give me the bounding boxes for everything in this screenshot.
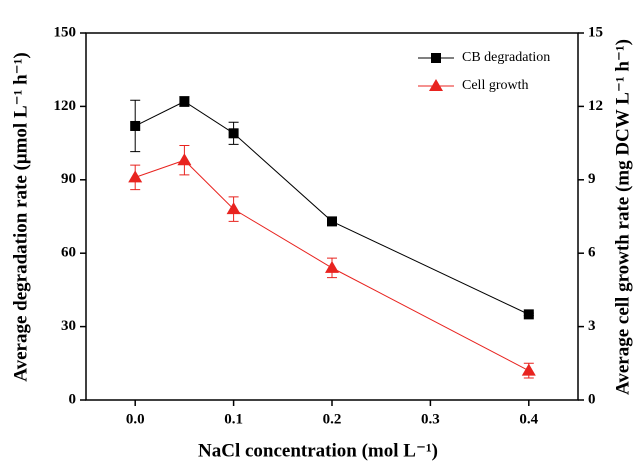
- marker: [327, 216, 337, 227]
- marker: [521, 363, 536, 376]
- legend-marker: [429, 79, 443, 91]
- legend-label: CB degradation: [462, 50, 550, 65]
- y2-tick-label: 6: [588, 245, 596, 261]
- y-tick-label: 120: [54, 98, 77, 114]
- marker: [228, 128, 239, 139]
- y2-tick-label: 0: [588, 391, 596, 407]
- series-line: [134, 100, 530, 315]
- x-tick-label: 0.4: [519, 411, 538, 427]
- y2-tick-label: 9: [588, 171, 596, 187]
- marker: [226, 202, 241, 215]
- y-tick-label: 30: [61, 318, 76, 334]
- y-tick-label: 90: [61, 171, 76, 187]
- marker: [325, 260, 339, 273]
- marker: [128, 170, 143, 183]
- legend-marker: [431, 53, 441, 63]
- y-tick-label: 60: [61, 245, 76, 261]
- y2-axis-label: Average cell growth rate (mg DCW L⁻¹ h⁻¹…: [612, 39, 633, 395]
- x-tick-label: 0.2: [323, 411, 342, 427]
- y2-tick-label: 12: [588, 98, 603, 114]
- x-axis-label: NaCl concentration (mol L⁻¹): [198, 440, 438, 461]
- legend-label: Cell growth: [462, 78, 529, 93]
- marker: [130, 120, 141, 131]
- y2-tick-label: 3: [588, 318, 596, 334]
- x-tick-label: 0.1: [224, 411, 243, 427]
- y2-tick-label: 15: [588, 24, 603, 40]
- marker: [177, 153, 192, 166]
- marker: [523, 309, 534, 320]
- y-tick-label: 150: [54, 24, 77, 40]
- x-tick-label: 0.0: [126, 411, 145, 427]
- y-axis-label: Average degradation rate (μmol L⁻¹ h⁻¹): [10, 52, 31, 381]
- x-tick-label: 0.3: [421, 411, 440, 427]
- marker: [179, 96, 190, 107]
- y-tick-label: 0: [69, 391, 77, 407]
